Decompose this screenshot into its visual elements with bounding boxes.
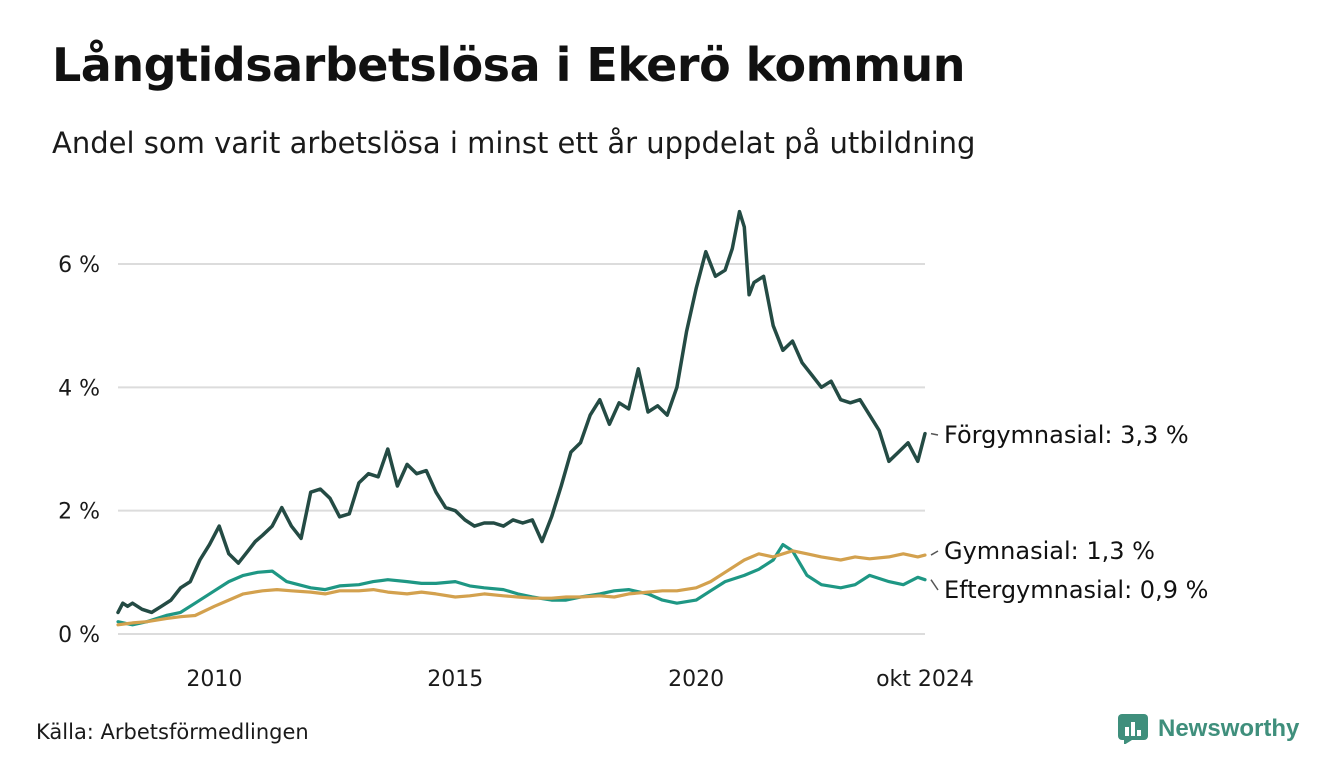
label-leader-line (930, 432, 939, 436)
brand-name: Newsworthy (1158, 715, 1300, 742)
brand-logo: Newsworthy (1118, 714, 1299, 744)
chart-subtitle: Andel som varit arbetslösa i minst ett å… (52, 126, 976, 160)
y-tick-label: 4 % (58, 376, 100, 401)
series-line-förgymnasial (116, 209, 927, 615)
source-note: Källa: Arbetsförmedlingen (36, 720, 309, 744)
y-tick-label: 6 % (58, 253, 100, 278)
series-line-gymnasial (116, 549, 927, 627)
chart-title: Långtidsarbetslösa i Ekerö kommun (52, 38, 966, 92)
x-tick-label: 2020 (668, 667, 724, 692)
x-tick-label: 2010 (186, 667, 242, 692)
series-line-eftergymnasial (116, 542, 927, 627)
label-leader-line (930, 550, 939, 556)
y-tick-label: 2 % (58, 500, 100, 525)
newsworthy-logo-icon (1118, 714, 1148, 744)
series-end-label: Förgymnasial: 3,3 % (944, 421, 1189, 449)
y-tick-label: 0 % (58, 623, 100, 648)
series-end-label: Eftergymnasial: 0,9 % (944, 576, 1208, 604)
label-leader-line (930, 579, 939, 591)
x-tick-label: 2015 (427, 667, 483, 692)
x-tick-label: okt 2024 (876, 667, 974, 692)
series-end-label: Gymnasial: 1,3 % (944, 537, 1155, 565)
